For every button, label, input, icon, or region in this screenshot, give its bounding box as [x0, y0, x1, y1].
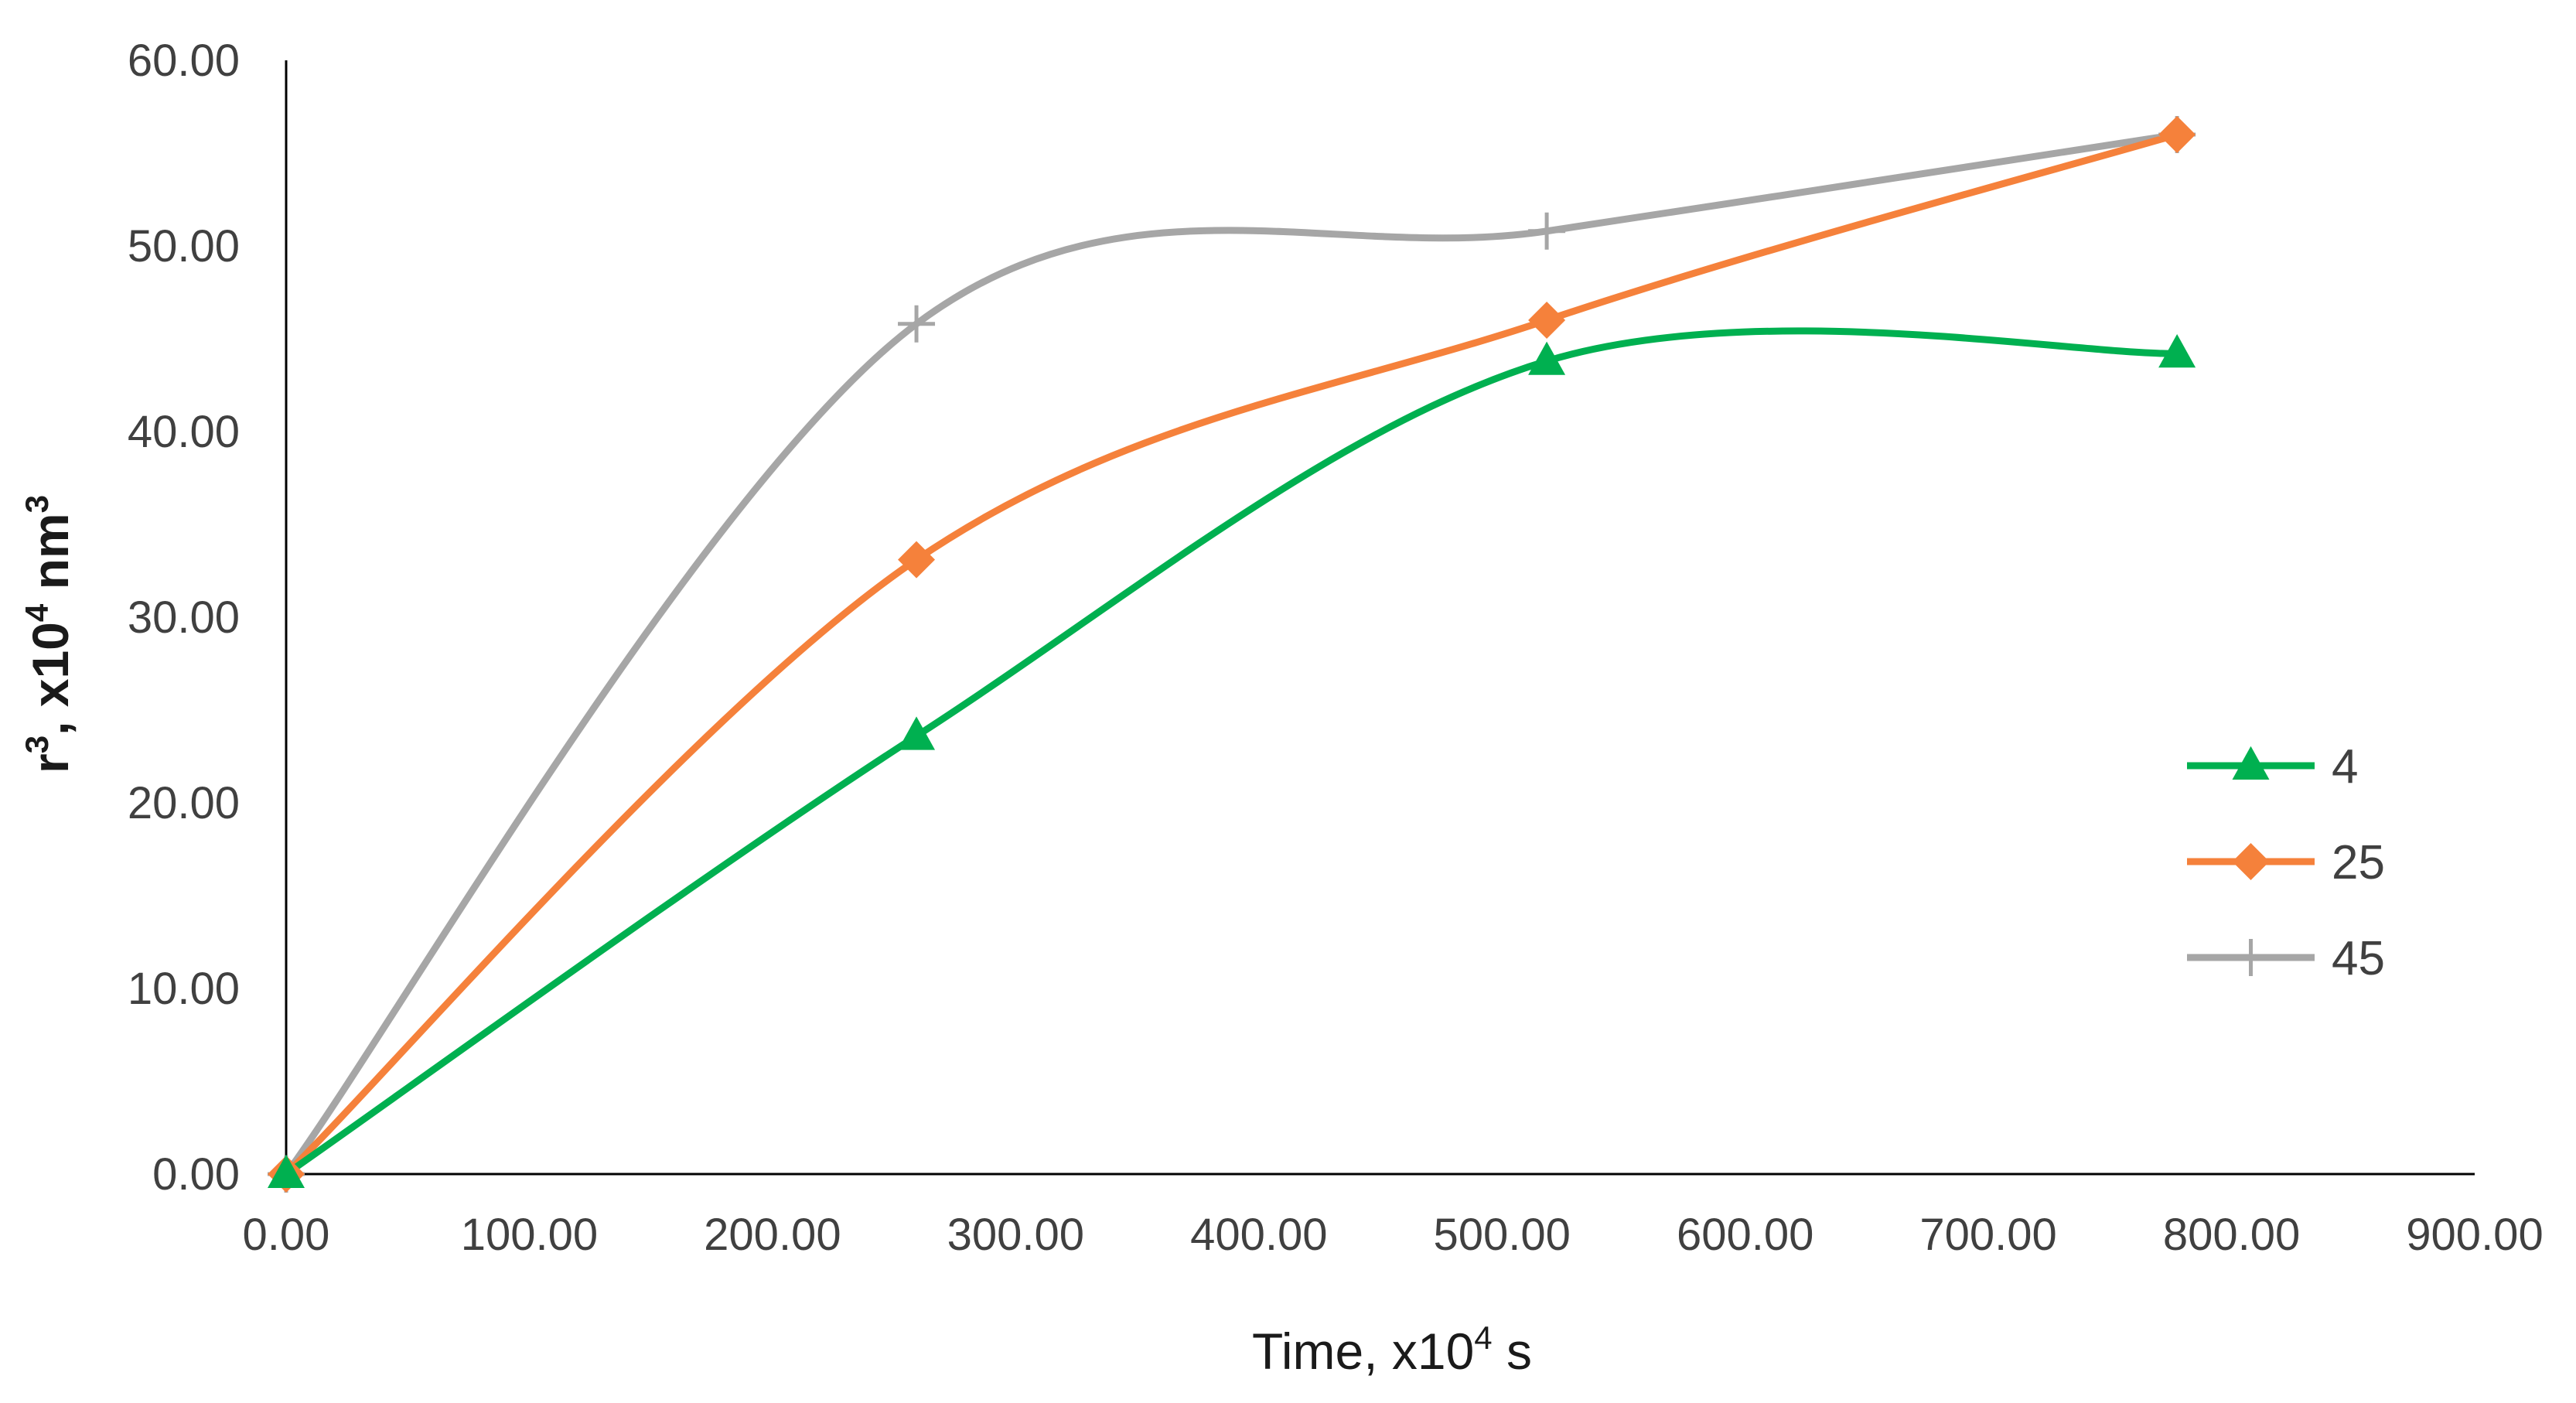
x-tick-label: 100.00 — [461, 1210, 598, 1260]
x-axis-title: Time, x104 s — [1252, 1319, 1532, 1380]
x-tick-label: 400.00 — [1190, 1210, 1327, 1260]
series-layer — [268, 116, 2196, 1193]
series-25-point — [2158, 116, 2196, 153]
x-tick-label: 800.00 — [2163, 1210, 2300, 1260]
series-4-point — [268, 1154, 305, 1188]
x-tick-label: 700.00 — [1919, 1210, 2056, 1260]
legend-label: 25 — [2332, 836, 2385, 889]
series-4-point — [898, 716, 936, 750]
series-4-point — [1528, 341, 1566, 375]
series-45-point — [898, 305, 936, 343]
series-line-4 — [282, 327, 2181, 1178]
legend-marker-25 — [2232, 843, 2270, 880]
legend: 4 25 45 — [2187, 740, 2385, 985]
x-tick-label: 300.00 — [947, 1210, 1084, 1260]
legend-label: 45 — [2332, 932, 2385, 985]
series-line-25 — [282, 131, 2181, 1178]
y-axis-title: r3, x104 nm3 — [19, 495, 79, 773]
series-45-point — [1528, 212, 1566, 250]
y-tick-label: 50.00 — [128, 221, 240, 271]
x-tick-label: 900.00 — [2406, 1210, 2543, 1260]
y-tick-label: 60.00 — [128, 36, 240, 86]
series-25-point — [1528, 302, 1566, 339]
y-tick-label: 30.00 — [128, 592, 240, 643]
axes: 0.00 100.00 200.00 300.00 400.00 500.00 600.00… — [128, 36, 2544, 1260]
x-tick-label: 0.00 — [243, 1210, 330, 1260]
x-tick-label: 600.00 — [1677, 1210, 1813, 1260]
y-tick-label: 20.00 — [128, 778, 240, 828]
x-tick-label: 200.00 — [704, 1210, 841, 1260]
x-tick-label: 500.00 — [1434, 1210, 1571, 1260]
legend-marker-45 — [2232, 939, 2270, 976]
y-tick-label: 40.00 — [128, 407, 240, 457]
y-tick-label: 10.00 — [128, 964, 240, 1014]
legend-marker-4 — [2232, 746, 2270, 780]
y-tick-label: 0.00 — [152, 1149, 240, 1200]
series-25-point — [898, 541, 936, 579]
legend-label: 4 — [2332, 740, 2358, 794]
series-line-45 — [282, 131, 2181, 1178]
series-4-point — [2158, 334, 2196, 368]
